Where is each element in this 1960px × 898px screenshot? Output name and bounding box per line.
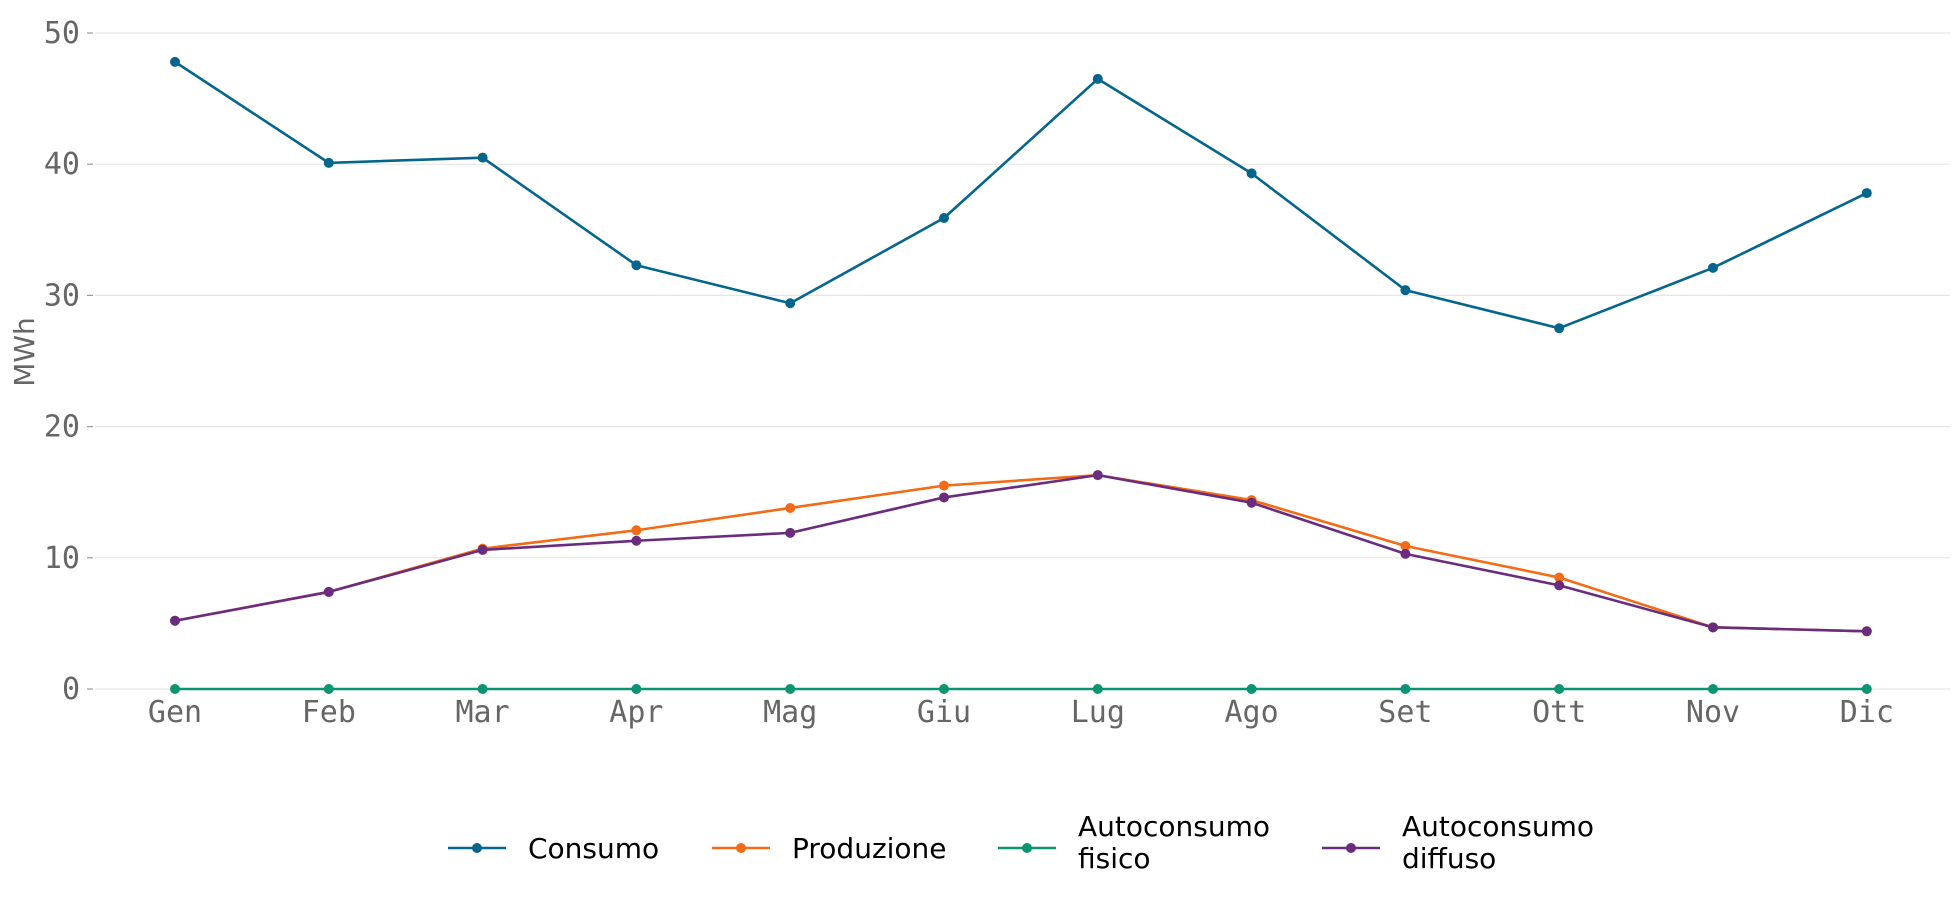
data-point xyxy=(1246,168,1257,179)
series-autoconsumo-fisico xyxy=(170,684,1872,694)
data-point xyxy=(323,684,334,694)
x-tick-label: Ott xyxy=(1532,695,1586,730)
data-point xyxy=(939,492,949,503)
x-tick-label: Giu xyxy=(917,695,971,730)
legend-swatch-marker xyxy=(736,843,746,853)
data-point xyxy=(1554,572,1565,583)
data-point xyxy=(1246,684,1257,694)
x-tick-label: Ago xyxy=(1225,695,1279,730)
data-point xyxy=(1092,684,1103,694)
y-axis: 0 10 20 30 40 50 xyxy=(44,16,93,707)
data-point xyxy=(1400,285,1411,296)
y-axis-label: MWh xyxy=(8,317,41,387)
x-tick-label: Apr xyxy=(609,695,663,730)
data-point xyxy=(785,502,796,513)
x-tick-label: Set xyxy=(1378,695,1432,730)
legend-swatch-marker xyxy=(472,843,482,853)
data-point xyxy=(170,56,180,67)
data-point xyxy=(1708,622,1718,633)
data-point xyxy=(631,260,642,271)
series-line xyxy=(174,473,1867,633)
legend-label: Consumo xyxy=(528,832,659,865)
data-point xyxy=(170,615,180,626)
grid xyxy=(95,32,1950,690)
data-point xyxy=(477,544,488,555)
data-point xyxy=(1400,548,1411,559)
data-point xyxy=(1554,323,1565,334)
x-tick-label: Gen xyxy=(148,695,202,730)
data-point xyxy=(785,684,796,694)
data-point xyxy=(477,684,488,694)
data-point xyxy=(1246,497,1257,508)
data-point xyxy=(323,157,334,168)
data-point xyxy=(785,527,796,538)
legend-label: fisico xyxy=(1078,842,1151,875)
data-point xyxy=(1708,262,1718,273)
y-tick-label: 10 xyxy=(44,541,80,576)
legend: Consumo ProduzioneAutoconsumofisicoAutoco… xyxy=(448,810,1594,875)
y-tick-label: 0 xyxy=(62,672,80,707)
data-point xyxy=(1554,684,1565,694)
legend-label: Produzione xyxy=(792,832,947,865)
legend-item: Consumo xyxy=(448,832,659,865)
y-tick-label: 40 xyxy=(44,147,80,182)
data-point xyxy=(631,525,642,536)
data-point xyxy=(1400,684,1411,694)
legend-swatch-marker xyxy=(1346,843,1356,853)
series-autoconsumo-diffuso xyxy=(170,470,1872,637)
data-point xyxy=(939,212,949,223)
data-point xyxy=(1861,684,1872,694)
series-produzione xyxy=(170,470,1872,637)
x-tick-label: Mar xyxy=(456,695,510,730)
x-tick-label: Feb xyxy=(302,695,356,730)
legend-item: Produzione xyxy=(712,832,947,865)
data-point xyxy=(1554,580,1565,591)
data-point xyxy=(170,684,180,694)
data-point xyxy=(1861,626,1872,637)
y-tick-label: 30 xyxy=(44,278,80,313)
legend-label: Autoconsumo xyxy=(1402,810,1594,843)
data-point xyxy=(1708,684,1718,694)
data-point xyxy=(939,480,949,491)
data-point xyxy=(631,684,642,694)
legend-label: Autoconsumo xyxy=(1078,810,1270,843)
series-consumo xyxy=(170,56,1872,334)
y-tick-label: 20 xyxy=(44,410,80,445)
series-line xyxy=(174,60,1868,330)
data-point xyxy=(323,586,334,597)
x-tick-label: Lug xyxy=(1071,695,1125,730)
data-point xyxy=(631,535,642,546)
x-tick-label: Mag xyxy=(763,695,817,730)
data-point xyxy=(477,152,488,163)
y-tick-label: 50 xyxy=(44,16,80,51)
data-point xyxy=(1400,540,1411,551)
x-axis: Gen Feb Mar Apr Mag Giu Lug Ago Set Ott Nov Dic xyxy=(148,695,1894,730)
data-point xyxy=(1092,73,1103,84)
series-line xyxy=(174,473,1867,633)
x-tick-label: Dic xyxy=(1840,695,1894,730)
data-point xyxy=(1861,188,1872,199)
legend-label: diffuso xyxy=(1402,842,1496,875)
x-tick-label: Nov xyxy=(1686,695,1740,730)
legend-swatch-marker xyxy=(1022,843,1032,853)
data-point xyxy=(785,298,796,309)
series-layer xyxy=(170,56,1872,694)
data-point xyxy=(939,684,949,694)
data-point xyxy=(1092,470,1103,481)
